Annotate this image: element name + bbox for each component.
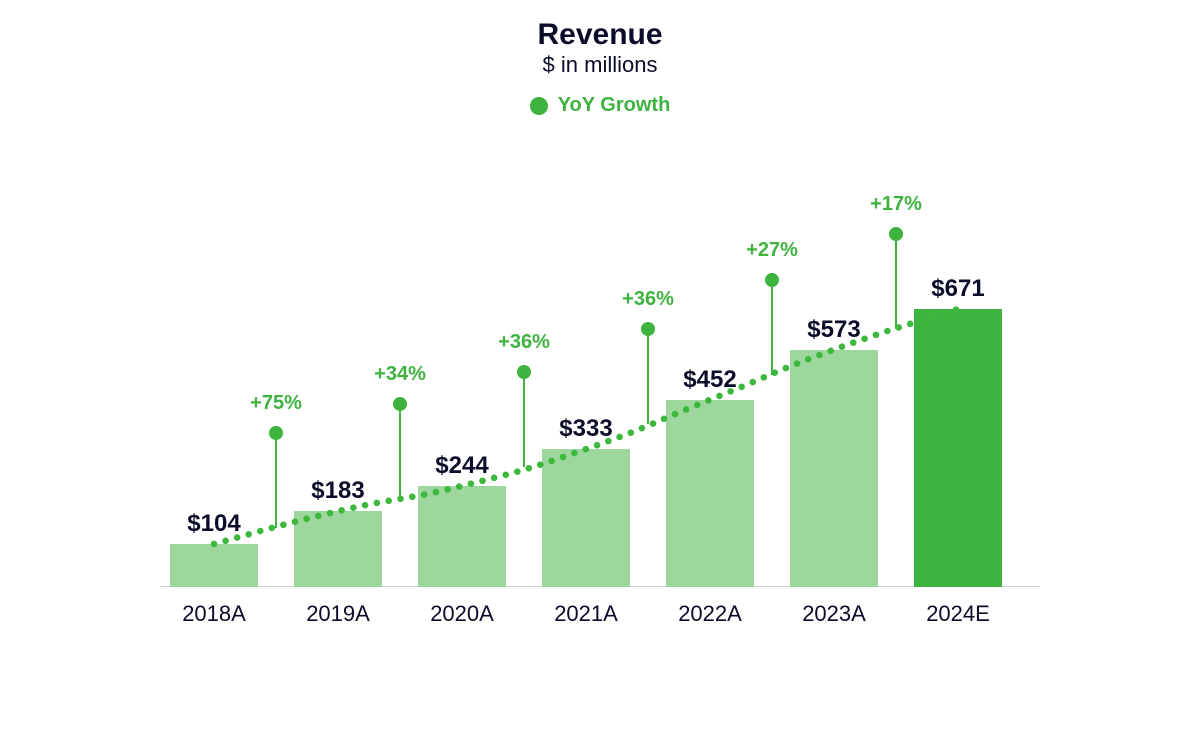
growth-label: +34% [374,363,426,386]
value-label: $671 [931,275,984,303]
x-axis-label: 2018A [182,601,246,627]
growth-marker-stem [895,234,897,329]
growth-marker-dot-icon [393,397,407,411]
plot-area: $104 2018A $183 2019A $244 2020A $333 2021A $452… [160,147,1040,627]
growth-label: +17% [870,193,922,216]
growth-label: +75% [250,392,302,415]
growth-label: +36% [498,331,550,354]
growth-marker-stem [771,280,773,375]
x-axis-label: 2023A [802,601,866,627]
x-axis-label: 2022A [678,601,742,627]
x-axis-label: 2024E [926,601,990,627]
x-axis-label: 2019A [306,601,370,627]
value-label: $333 [559,415,612,443]
growth-marker-stem [399,404,401,499]
bar [790,350,878,587]
bar [294,511,382,587]
bar [418,486,506,587]
chart-legend: YoY Growth [150,94,1050,117]
growth-marker-dot-icon [889,227,903,241]
growth-marker-stem [647,329,649,424]
growth-marker-dot-icon [765,273,779,287]
value-label: $452 [683,366,736,394]
bar [914,309,1002,587]
growth-label: +36% [622,288,674,311]
revenue-chart: Revenue $ in millions YoY Growth $104 201… [150,18,1050,627]
x-axis-label: 2021A [554,601,618,627]
x-axis-label: 2020A [430,601,494,627]
value-label: $244 [435,452,488,480]
value-label: $183 [311,477,364,505]
value-label: $104 [187,510,240,538]
growth-marker-stem [275,433,277,528]
growth-marker-dot-icon [269,426,283,440]
growth-marker-dot-icon [641,322,655,336]
growth-label: +27% [746,239,798,262]
bar [666,400,754,587]
value-label: $573 [807,316,860,344]
chart-title: Revenue [150,18,1050,52]
growth-marker-stem [523,372,525,467]
growth-marker-dot-icon [517,365,531,379]
bar [542,449,630,587]
legend-label: YoY Growth [558,94,671,117]
legend-dot-icon [530,97,548,115]
chart-subtitle: $ in millions [150,52,1050,78]
bar [170,544,258,587]
